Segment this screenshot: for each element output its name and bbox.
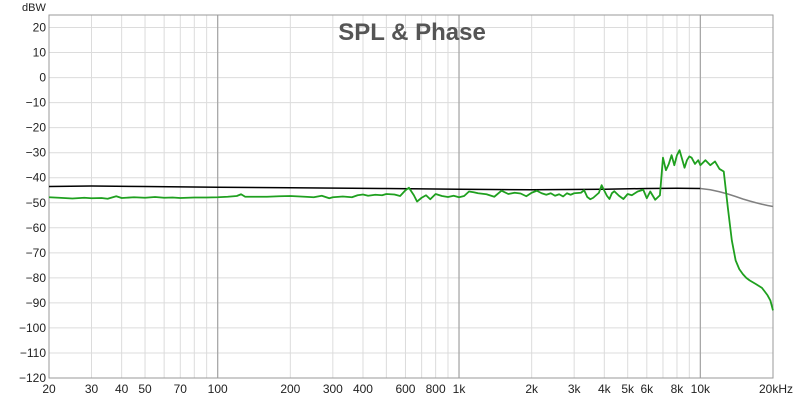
x-tick-label: 300 (323, 382, 343, 396)
y-tick-label: −30 (26, 146, 47, 160)
plot-frame (48, 14, 774, 379)
y-tick-label: −10 (26, 96, 47, 110)
y-axis-unit: dBW (22, 2, 46, 14)
y-tick-label: −60 (26, 221, 47, 235)
x-tick-labels: 20 30 40 50 70 100 200 300 400 600 800 1k 2k 3k 4k 5k 6k… (42, 382, 793, 396)
y-tick-label: 10 (33, 46, 47, 60)
y-tick-label: −90 (26, 296, 47, 310)
x-tick-label: 1k (453, 382, 467, 396)
y-tick-label: −110 (20, 346, 46, 360)
y-tick-labels: 20 10 0 −10 −20 −30 −40 −50 −60 −70 −80 −90 −100 −110… (19, 21, 46, 385)
x-tick-label: 3k (568, 382, 582, 396)
y-tick-label: −100 (19, 321, 46, 335)
series-line-1 (48, 185, 701, 191)
y-tick-label: −80 (26, 271, 47, 285)
x-tick-label: 2k (525, 382, 539, 396)
x-tick-label: 8k (671, 382, 685, 396)
y-tick-label: 20 (33, 21, 47, 35)
y-tick-label: −20 (26, 121, 47, 135)
y-tick-label: −40 (26, 171, 47, 185)
y-tick-label: −70 (26, 246, 47, 260)
x-tick-label: 20kHz (759, 382, 793, 396)
y-tick-label: −50 (26, 196, 47, 210)
chart-title: SPL & Phase (338, 19, 486, 46)
x-tick-label: 4k (598, 382, 612, 396)
y-tick-label: −120 (19, 371, 46, 385)
series-layer (48, 149, 774, 311)
x-tick-label: 6k (640, 382, 654, 396)
x-tick-label: 50 (138, 382, 152, 396)
series-line-3 (48, 149, 774, 311)
y-tick-label: 0 (39, 71, 46, 85)
x-tick-label: 30 (85, 382, 99, 396)
x-tick-label: 100 (208, 382, 228, 396)
x-tick-label: 5k (621, 382, 635, 396)
series-line-2 (700, 187, 774, 208)
x-tick-label: 20 (42, 382, 56, 396)
x-tick-label: 70 (174, 382, 188, 396)
x-tick-label: 40 (115, 382, 129, 396)
x-tick-label: 800 (426, 382, 446, 396)
x-tick-label: 600 (395, 382, 415, 396)
x-tick-label: 10k (691, 382, 711, 396)
x-tick-label: 200 (280, 382, 300, 396)
x-tick-label: 400 (353, 382, 373, 396)
